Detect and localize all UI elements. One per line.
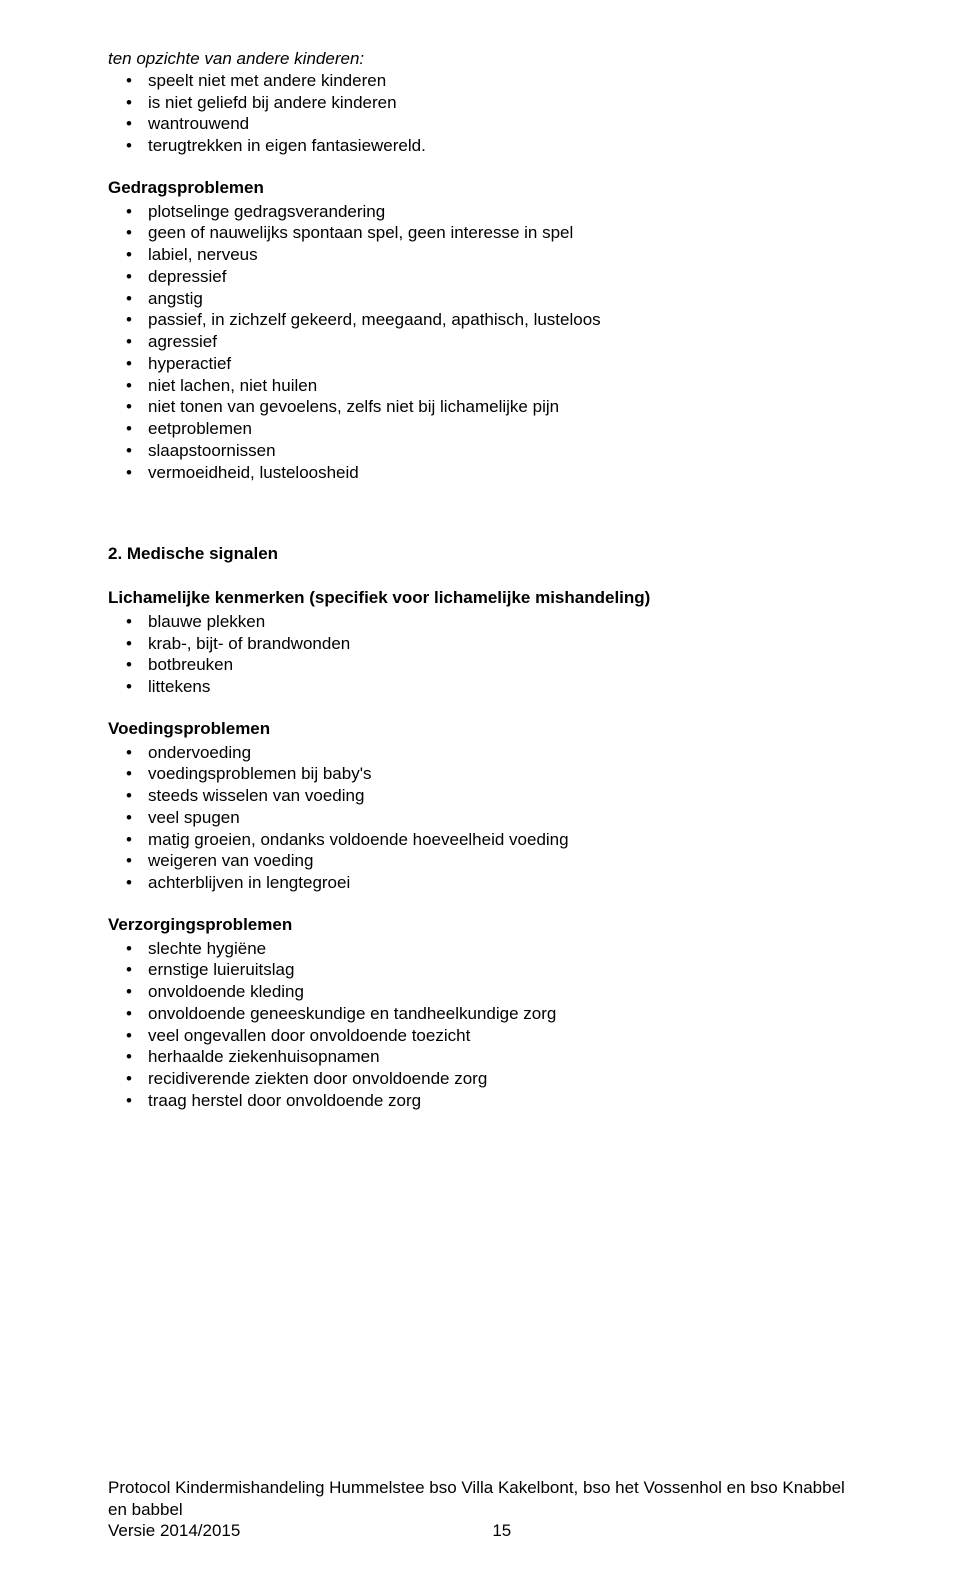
voeding-list: ondervoeding voedingsproblemen bij baby'… [108, 742, 852, 894]
list-item: recidiverende ziekten door onvoldoende z… [108, 1068, 852, 1090]
list-item: niet tonen van gevoelens, zelfs niet bij… [108, 396, 852, 418]
list-item: niet lachen, niet huilen [108, 375, 852, 397]
list-item: slechte hygiëne [108, 938, 852, 960]
page-footer: Protocol Kindermishandeling Hummelstee b… [108, 1477, 852, 1542]
list-item: achterblijven in lengtegroei [108, 872, 852, 894]
voeding-heading: Voedingsproblemen [108, 718, 852, 740]
list-item: matig groeien, ondanks voldoende hoeveel… [108, 829, 852, 851]
list-item: botbreuken [108, 654, 852, 676]
list-item: is niet geliefd bij andere kinderen [108, 92, 852, 114]
list-item: plotselinge gedragsverandering [108, 201, 852, 223]
gedragsproblemen-heading: Gedragsproblemen [108, 177, 852, 199]
lichamelijke-heading: Lichamelijke kenmerken (specifiek voor l… [108, 587, 852, 609]
list-item: vermoeidheid, lusteloosheid [108, 462, 852, 484]
page-number: 15 [492, 1520, 511, 1542]
list-item: veel ongevallen door onvoldoende toezich… [108, 1025, 852, 1047]
list-item: steeds wisselen van voeding [108, 785, 852, 807]
list-item: littekens [108, 676, 852, 698]
verzorging-heading: Verzorgingsproblemen [108, 914, 852, 936]
footer-version: Versie 2014/2015 [108, 1521, 240, 1540]
gedragsproblemen-list: plotselinge gedragsverandering geen of n… [108, 201, 852, 484]
intro-list: speelt niet met andere kinderen is niet … [108, 70, 852, 157]
list-item: herhaalde ziekenhuisopnamen [108, 1046, 852, 1068]
list-item: voedingsproblemen bij baby's [108, 763, 852, 785]
list-item: slaapstoornissen [108, 440, 852, 462]
document-page: ten opzichte van andere kinderen: speelt… [0, 0, 960, 1576]
list-item: labiel, nerveus [108, 244, 852, 266]
list-item: ernstige luieruitslag [108, 959, 852, 981]
verzorging-list: slechte hygiëne ernstige luieruitslag on… [108, 938, 852, 1112]
list-item: terugtrekken in eigen fantasiewereld. [108, 135, 852, 157]
lichamelijke-list: blauwe plekken krab-, bijt- of brandwond… [108, 611, 852, 698]
list-item: onvoldoende geneeskundige en tandheelkun… [108, 1003, 852, 1025]
list-item: wantrouwend [108, 113, 852, 135]
list-item: eetproblemen [108, 418, 852, 440]
list-item: veel spugen [108, 807, 852, 829]
list-item: speelt niet met andere kinderen [108, 70, 852, 92]
list-item: depressief [108, 266, 852, 288]
medische-heading: 2. Medische signalen [108, 543, 852, 565]
list-item: blauwe plekken [108, 611, 852, 633]
intro-heading: ten opzichte van andere kinderen: [108, 48, 852, 70]
list-item: traag herstel door onvoldoende zorg [108, 1090, 852, 1112]
list-item: ondervoeding [108, 742, 852, 764]
list-item: krab-, bijt- of brandwonden [108, 633, 852, 655]
footer-line2: Versie 2014/2015 15 [108, 1520, 852, 1542]
footer-line1: Protocol Kindermishandeling Hummelstee b… [108, 1477, 852, 1521]
list-item: agressief [108, 331, 852, 353]
list-item: angstig [108, 288, 852, 310]
list-item: geen of nauwelijks spontaan spel, geen i… [108, 222, 852, 244]
list-item: onvoldoende kleding [108, 981, 852, 1003]
list-item: hyperactief [108, 353, 852, 375]
list-item: passief, in zichzelf gekeerd, meegaand, … [108, 309, 852, 331]
list-item: weigeren van voeding [108, 850, 852, 872]
